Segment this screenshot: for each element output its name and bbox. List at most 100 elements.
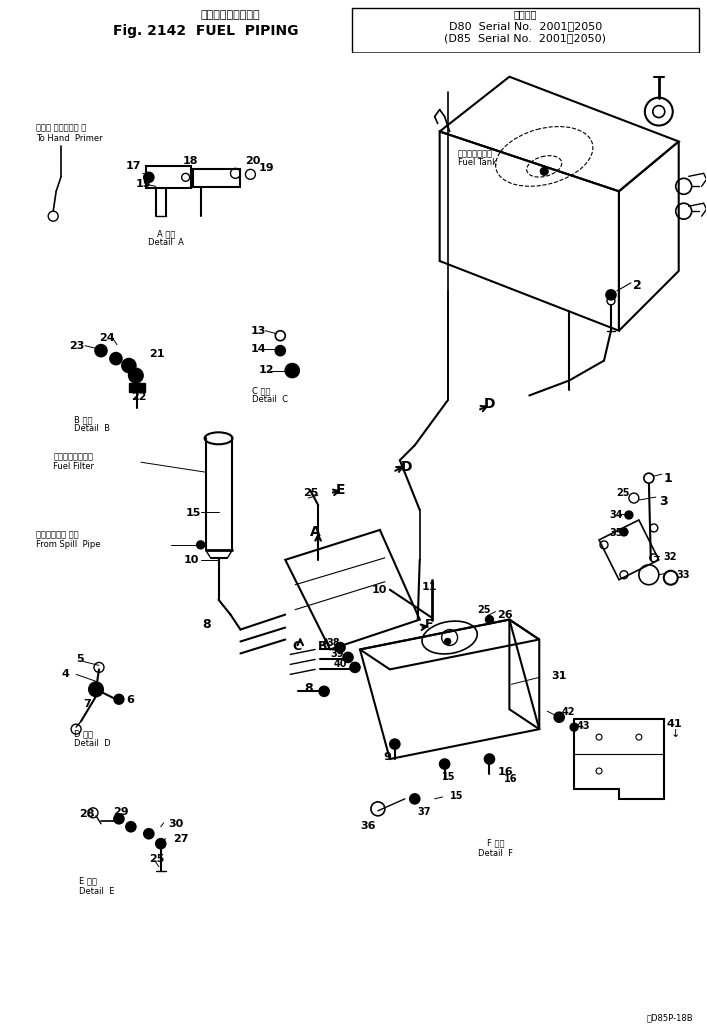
Text: 35: 35 [609, 528, 622, 538]
Circle shape [275, 346, 285, 356]
Text: スピルパイプ から: スピルパイプ から [36, 530, 79, 539]
Text: 16: 16 [498, 767, 513, 777]
Circle shape [319, 686, 329, 697]
Text: 15: 15 [450, 791, 463, 801]
Circle shape [343, 652, 353, 663]
Circle shape [129, 368, 143, 383]
Circle shape [620, 528, 628, 536]
Circle shape [285, 363, 299, 378]
Circle shape [410, 794, 420, 804]
Text: 16: 16 [504, 774, 518, 784]
Text: Detail  C: Detail C [252, 395, 288, 404]
Text: 7: 7 [83, 700, 90, 709]
Text: 28: 28 [79, 809, 95, 819]
Text: 25: 25 [477, 605, 491, 614]
Text: 5: 5 [76, 654, 83, 665]
Circle shape [89, 682, 103, 697]
Text: 24: 24 [99, 332, 115, 343]
Text: ↓: ↓ [671, 730, 680, 739]
Text: 33: 33 [677, 570, 690, 579]
Text: 15: 15 [136, 179, 151, 189]
Text: (D85  Serial No.  2001～2050): (D85 Serial No. 2001～2050) [444, 33, 607, 43]
Circle shape [144, 828, 154, 839]
Text: 9: 9 [383, 752, 391, 762]
Text: Detail  B: Detail B [74, 424, 110, 433]
Circle shape [486, 615, 493, 624]
Circle shape [570, 723, 578, 732]
Circle shape [554, 712, 564, 722]
Circle shape [540, 168, 548, 175]
Text: 41: 41 [667, 719, 682, 730]
Text: A 詳細: A 詳細 [156, 229, 175, 238]
Text: 12: 12 [258, 364, 274, 375]
Text: 14: 14 [250, 344, 266, 354]
Text: 42: 42 [561, 707, 575, 717]
Text: 2: 2 [633, 279, 642, 292]
Text: ⓓD85P-18B: ⓓD85P-18B [647, 1013, 694, 1022]
Circle shape [335, 642, 345, 652]
Text: B 詳細: B 詳細 [74, 416, 93, 424]
Text: フェエルタンク: フェエルタンク [457, 149, 493, 158]
Text: Fuel Filter: Fuel Filter [53, 462, 94, 471]
Text: E 詳細: E 詳細 [79, 877, 97, 886]
Text: フェエルフィルタ: フェエルフィルタ [53, 453, 93, 461]
Text: 25: 25 [616, 488, 629, 498]
Text: A: A [310, 525, 320, 539]
Text: 32: 32 [664, 552, 677, 562]
Text: 38: 38 [326, 638, 340, 647]
Text: 29: 29 [113, 807, 129, 817]
Text: E: E [336, 484, 346, 497]
Text: 15: 15 [186, 508, 201, 518]
Text: D 詳細: D 詳細 [74, 730, 93, 738]
Text: 1: 1 [664, 472, 672, 485]
Text: 39: 39 [330, 649, 344, 660]
Text: 25: 25 [148, 854, 164, 863]
Text: C: C [293, 639, 302, 652]
Text: 適用号等: 適用号等 [513, 9, 537, 19]
Text: 4: 4 [61, 670, 69, 679]
Circle shape [122, 359, 136, 372]
Circle shape [95, 345, 107, 357]
Circle shape [606, 290, 616, 299]
Text: 37: 37 [418, 807, 431, 817]
Text: 22: 22 [131, 392, 146, 402]
Text: 43: 43 [577, 721, 590, 732]
Text: To Hand  Primer: To Hand Primer [36, 134, 103, 142]
Text: 40: 40 [334, 660, 348, 670]
Circle shape [144, 172, 154, 182]
Text: B: B [318, 639, 328, 652]
Text: 10: 10 [184, 555, 199, 565]
Text: 31: 31 [551, 671, 566, 681]
Text: 8: 8 [304, 682, 312, 696]
Circle shape [664, 571, 678, 584]
Text: 27: 27 [173, 833, 188, 844]
Circle shape [126, 822, 136, 831]
Bar [129, 383, 145, 392]
Text: 13: 13 [250, 326, 266, 335]
Text: 30: 30 [169, 819, 184, 828]
Circle shape [625, 511, 633, 519]
Text: C 詳細: C 詳細 [252, 387, 271, 395]
Text: 3: 3 [659, 495, 667, 508]
Text: From Spill  Pipe: From Spill Pipe [36, 540, 101, 548]
Text: 10: 10 [372, 584, 387, 595]
Circle shape [390, 739, 400, 749]
Text: フェエルパイピング: フェエルパイピング [201, 10, 260, 20]
Text: 20: 20 [245, 156, 261, 167]
Text: 17: 17 [126, 162, 141, 172]
Circle shape [445, 639, 450, 644]
Circle shape [114, 695, 124, 704]
Text: Detail  D: Detail D [74, 739, 111, 748]
Circle shape [644, 473, 654, 484]
Circle shape [114, 814, 124, 824]
Text: ハンド プライマー へ: ハンド プライマー へ [36, 123, 86, 133]
Text: 36: 36 [360, 821, 375, 830]
Text: Detail  A: Detail A [148, 238, 184, 247]
Circle shape [653, 106, 665, 117]
Circle shape [110, 353, 122, 364]
Text: 6: 6 [126, 696, 134, 705]
Bar [146, 167, 191, 188]
Text: 23: 23 [69, 341, 85, 351]
Text: 8: 8 [203, 617, 211, 631]
Text: F: F [425, 617, 433, 631]
